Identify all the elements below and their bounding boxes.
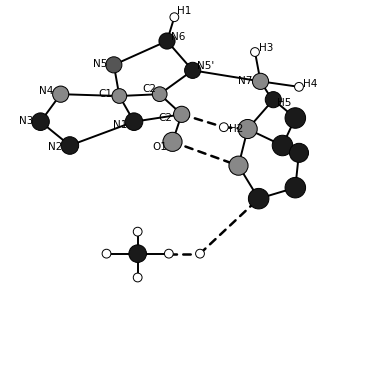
Text: C2: C2: [142, 84, 156, 95]
Circle shape: [133, 273, 142, 282]
Text: H3: H3: [259, 43, 274, 53]
Circle shape: [32, 113, 49, 131]
Circle shape: [265, 92, 281, 108]
Text: N2: N2: [48, 142, 62, 152]
Circle shape: [269, 97, 278, 106]
Circle shape: [53, 86, 69, 102]
Circle shape: [290, 143, 308, 162]
Circle shape: [272, 135, 293, 156]
Circle shape: [61, 137, 79, 154]
Circle shape: [229, 156, 248, 175]
Text: H1: H1: [177, 6, 192, 16]
Circle shape: [133, 227, 142, 236]
Circle shape: [163, 132, 182, 151]
Circle shape: [170, 13, 179, 22]
Text: C2': C2': [158, 113, 175, 123]
Circle shape: [159, 33, 175, 49]
Circle shape: [219, 123, 228, 132]
Circle shape: [253, 73, 268, 89]
Circle shape: [238, 120, 257, 138]
Text: N5: N5: [93, 59, 108, 69]
Text: N1: N1: [113, 120, 127, 130]
Circle shape: [125, 113, 143, 131]
Text: O1: O1: [152, 142, 167, 152]
Circle shape: [164, 249, 173, 258]
Circle shape: [129, 245, 146, 262]
Circle shape: [106, 57, 122, 73]
Circle shape: [294, 82, 304, 91]
Text: N3: N3: [19, 116, 33, 126]
Circle shape: [248, 188, 269, 209]
Circle shape: [102, 249, 111, 258]
Circle shape: [174, 106, 190, 123]
Circle shape: [285, 108, 305, 128]
Circle shape: [184, 62, 201, 78]
Text: C1: C1: [99, 89, 113, 99]
Text: H4: H4: [304, 79, 318, 89]
Text: N4: N4: [39, 85, 53, 96]
Circle shape: [112, 89, 127, 103]
Circle shape: [251, 47, 259, 56]
Text: N7: N7: [238, 75, 252, 86]
Text: N5': N5': [197, 61, 214, 71]
Text: N6: N6: [171, 32, 186, 42]
Text: H2: H2: [229, 124, 243, 134]
Circle shape: [152, 87, 167, 102]
Circle shape: [285, 177, 305, 198]
Circle shape: [195, 249, 204, 258]
Text: H5: H5: [277, 98, 291, 107]
